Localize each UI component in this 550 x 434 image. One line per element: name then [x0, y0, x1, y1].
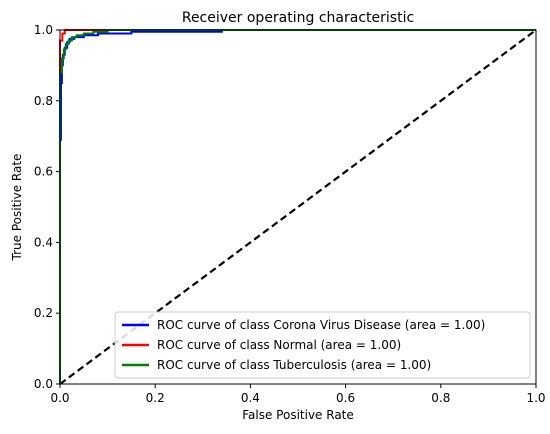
- x-tick-label: 0.4: [241, 391, 260, 405]
- legend-label-0: ROC curve of class Corona Virus Disease …: [157, 318, 485, 332]
- x-tick-label: 0.0: [50, 391, 69, 405]
- x-tick-label: 0.6: [336, 391, 355, 405]
- y-axis-title: True Positive Rate: [10, 154, 24, 262]
- x-tick-label: 0.2: [146, 391, 165, 405]
- legend-box: [114, 311, 531, 379]
- y-tick-label: 1.0: [34, 23, 53, 37]
- y-tick-label: 0.6: [34, 165, 53, 179]
- axes-frame: [59, 29, 537, 385]
- legend-label-1: ROC curve of class Normal (area = 1.00): [157, 338, 401, 352]
- y-tick-label: 0.8: [34, 94, 53, 108]
- y-axis-ticks: 0.0 0.2 0.4 0.6 0.8 1.0: [34, 23, 60, 391]
- x-tick-label: 1.0: [526, 391, 545, 405]
- x-axis-title: False Positive Rate: [242, 408, 354, 422]
- legend-label-2: ROC curve of class Tuberculosis (area = …: [157, 358, 431, 372]
- chart-title: Receiver operating characteristic: [182, 10, 414, 26]
- legend: ROC curve of class Corona Virus Disease …: [114, 311, 531, 379]
- series-line-2: [59, 29, 536, 384]
- x-axis-ticks: 0.0 0.2 0.4 0.6 0.8 1.0: [50, 384, 546, 405]
- x-tick-label: 0.8: [431, 391, 450, 405]
- y-tick-label: 0.0: [34, 377, 53, 391]
- y-tick-label: 0.2: [34, 306, 53, 320]
- y-tick-label: 0.4: [34, 235, 53, 249]
